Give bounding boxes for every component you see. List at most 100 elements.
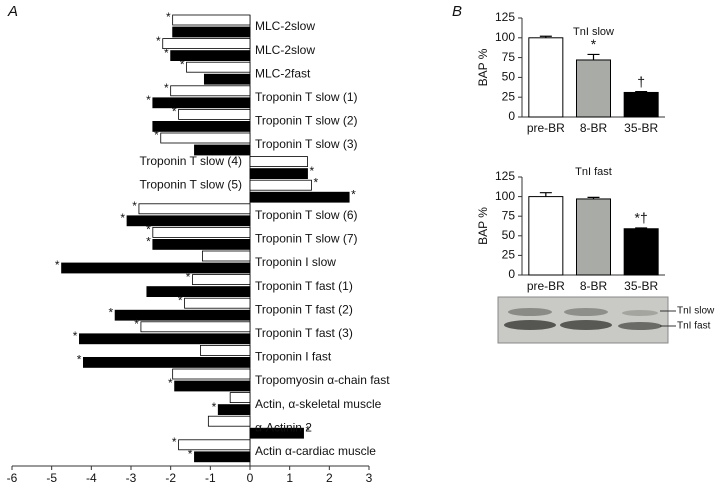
category-label: Troponin T slow (7) <box>255 232 358 246</box>
bar <box>576 59 611 118</box>
x-tick-label: 35-BR <box>624 121 658 135</box>
bar <box>249 427 304 439</box>
significance-mark: * <box>178 293 183 307</box>
bar <box>194 451 251 463</box>
x-tick-label: 8-BR <box>580 279 608 293</box>
bar <box>146 286 251 298</box>
blot-label: TnI fast <box>677 321 711 332</box>
category-label: Actin α-cardiac muscle <box>255 444 376 458</box>
category-label: Troponin T slow (5) <box>140 177 243 191</box>
y-tick-label: 125 <box>495 169 515 183</box>
panel-label: B <box>452 3 462 20</box>
y-tick-label: 25 <box>502 248 516 262</box>
bar <box>186 61 251 73</box>
bar <box>152 121 251 132</box>
significance-mark: * <box>55 258 60 272</box>
bar <box>138 203 251 215</box>
significance-mark: * <box>306 423 311 437</box>
category-label: Troponin T slow (1) <box>255 90 358 104</box>
significance-mark: * <box>132 199 137 213</box>
x-tick-label: pre-BR <box>527 121 565 135</box>
significance-mark: * <box>168 376 173 390</box>
y-axis-label: BAP % <box>476 207 490 245</box>
bar <box>192 274 251 286</box>
chart-title: TnI fast <box>575 166 612 178</box>
significance-mark: * <box>146 223 151 237</box>
significance-mark: * <box>188 447 193 461</box>
significance-mark: * <box>313 175 318 189</box>
category-label: Troponin I slow <box>255 255 336 269</box>
y-tick-label: 50 <box>502 228 516 242</box>
bar <box>249 191 350 203</box>
significance-mark: * <box>186 270 191 284</box>
x-tick-label: -1 <box>205 471 216 485</box>
y-tick-label: 75 <box>502 208 516 222</box>
bar <box>162 38 251 49</box>
x-tick-label: 1 <box>286 471 293 485</box>
significance-mark: * <box>212 400 217 414</box>
significance-mark: * <box>156 34 161 48</box>
bar <box>207 415 251 427</box>
bar <box>160 132 251 144</box>
significance-mark: * <box>172 105 177 119</box>
bar <box>140 321 251 333</box>
y-tick-label: 0 <box>508 267 515 281</box>
bar <box>249 179 312 191</box>
bar <box>229 392 251 404</box>
category-label: MLC-2fast <box>255 66 311 80</box>
significance-mark: * <box>180 57 185 71</box>
error-bar <box>539 192 552 197</box>
y-tick-label: 50 <box>502 70 516 84</box>
significance-mark: * <box>591 36 597 52</box>
bar <box>194 144 251 156</box>
significance-mark: * <box>146 235 151 249</box>
significance-mark: * <box>77 353 82 367</box>
bar <box>249 168 308 180</box>
x-tick-label: -6 <box>7 471 18 485</box>
significance-mark: * <box>164 46 169 60</box>
x-tick-label: 8-BR <box>580 121 608 135</box>
chart-title: TnI slow <box>573 26 614 38</box>
y-tick-label: 75 <box>502 50 516 64</box>
x-tick-label: 3 <box>366 471 373 485</box>
significance-mark: * <box>154 128 159 142</box>
y-tick-label: 0 <box>508 109 515 123</box>
significance-mark: * <box>351 187 356 201</box>
category-label: Troponin T slow (4) <box>140 154 243 168</box>
bar <box>174 380 251 392</box>
error-bar <box>635 227 648 229</box>
category-label: MLC-2slow <box>255 43 315 57</box>
category-label: Troponin I fast <box>255 350 332 364</box>
y-axis-label: BAP % <box>476 48 490 86</box>
x-tick-label: 35-BR <box>624 279 658 293</box>
bar <box>79 333 251 345</box>
category-label: Troponin T fast (3) <box>255 326 353 340</box>
x-tick-label: 0 <box>247 471 254 485</box>
bar <box>170 50 251 61</box>
category-label: Actin, α-skeletal muscle <box>255 397 382 411</box>
bar <box>178 109 251 120</box>
category-label: Troponin T slow (3) <box>255 137 358 151</box>
significance-mark: * <box>310 164 315 178</box>
y-tick-label: 100 <box>495 189 515 203</box>
bar <box>178 439 251 451</box>
bar <box>528 37 564 118</box>
category-label: Tropomyosin α-chain fast <box>255 373 390 387</box>
blot-label: TnI slow <box>677 306 715 317</box>
error-bar <box>587 53 600 60</box>
significance-mark: * <box>108 305 113 319</box>
bar <box>61 262 251 274</box>
bar <box>623 228 659 276</box>
category-label: α-Actinin 2 <box>255 420 312 434</box>
significance-mark: * <box>166 10 171 24</box>
significance-mark: * <box>134 317 139 331</box>
bar <box>170 85 251 97</box>
significance-mark: * <box>73 329 78 343</box>
y-tick-label: 100 <box>495 30 515 44</box>
bar <box>184 297 251 309</box>
x-tick-label: -4 <box>86 471 97 485</box>
bar <box>126 215 251 227</box>
bar <box>200 344 251 356</box>
y-tick-label: 125 <box>495 10 515 24</box>
